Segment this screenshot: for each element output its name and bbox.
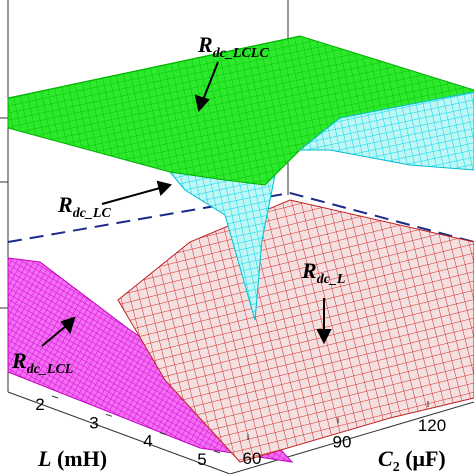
y-tick-label: 120: [418, 416, 446, 435]
reference-line: [7, 191, 474, 243]
x-tick: [213, 450, 221, 454]
x-tick: [159, 432, 167, 436]
y-tick-label: 60: [243, 449, 262, 468]
x-axis-label: L (mH): [37, 446, 107, 471]
annotation: Rdc_LCL: [11, 348, 73, 377]
surface-l: [117, 199, 474, 463]
annotation: Rdc_LCLC: [197, 32, 269, 61]
x-tick-label: 2: [35, 395, 44, 414]
x-tick: [51, 395, 59, 399]
x-tick-label: 4: [143, 432, 152, 451]
x-tick: [105, 413, 113, 417]
y-axis-label: C2 (μF): [378, 446, 446, 474]
x-tick-label: 5: [197, 450, 206, 469]
x-tick-label: 3: [89, 413, 98, 432]
surface-lc: [298, 91, 474, 171]
annotation: Rdc_L: [301, 258, 345, 287]
annotation: Rdc_LC: [57, 192, 111, 221]
annotation-arrows: [41, 61, 332, 347]
y-tick-label: 90: [333, 433, 352, 452]
